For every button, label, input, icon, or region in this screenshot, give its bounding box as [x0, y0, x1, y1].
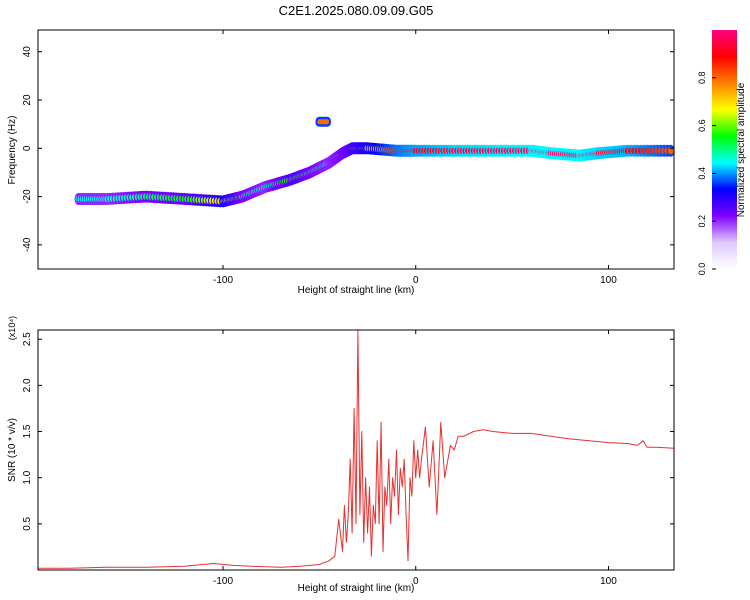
snr-y-tick-label: 2.5 — [22, 332, 33, 346]
colorbar-tick-label: 0.4 — [697, 167, 707, 180]
heatmap-panel: -100 0 100 -40 -20 0 20 40 Height of straight … — [7, 29, 675, 296]
figure-title: C2E1.2025.080.09.09.G05 — [279, 3, 434, 18]
heatmap-x-tick-label: 0 — [413, 275, 419, 286]
colorbar: 0.0 0.2 0.4 0.6 0.8 Normalized spectral ampl… — [697, 30, 747, 275]
heatmap-marks — [74, 116, 674, 208]
snr-x-ticks: -100 0 100 — [213, 330, 617, 587]
snr-y-tick-label: 1.0 — [22, 470, 33, 484]
colorbar-gradient — [712, 30, 737, 269]
heatmap-y-tick-label: 0 — [22, 145, 33, 151]
heatmap-y-tick-label: 40 — [22, 46, 33, 58]
snr-panel: -100 0 100 0.5 1.0 1.5 2.0 2.5 Height of strai… — [7, 316, 675, 594]
heatmap-y-tick-label: -40 — [22, 237, 33, 252]
heatmap-y-ticks: -40 -20 0 20 40 — [22, 46, 674, 252]
colorbar-tick-label: 0.0 — [697, 263, 707, 276]
snr-x-tick-label: 0 — [413, 576, 419, 587]
heatmap-x-label: Height of straight line (km) — [298, 285, 415, 296]
snr-y-multiplier: (x10⁴) — [7, 316, 17, 340]
snr-x-tick-label: -100 — [213, 576, 233, 587]
colorbar-label: Normalized spectral amplitude — [736, 82, 747, 217]
snr-x-tick-label: 100 — [600, 576, 617, 587]
snr-y-ticks: 0.5 1.0 1.5 2.0 2.5 — [22, 332, 674, 531]
snr-y-tick-label: 1.5 — [22, 424, 33, 438]
snr-series-line — [38, 330, 674, 569]
heatmap-y-tick-label: 20 — [22, 94, 33, 106]
snr-x-label: Height of straight line (km) — [298, 583, 415, 594]
snr-y-tick-label: 0.5 — [22, 516, 33, 530]
snr-y-tick-label: 2.0 — [22, 378, 33, 392]
colorbar-tick-label: 0.8 — [697, 72, 707, 85]
snr-y-label: SNR (10 * v/v) — [7, 418, 18, 482]
heatmap-cell — [667, 147, 674, 155]
heatmap-y-tick-label: -20 — [22, 189, 33, 204]
colorbar-tick-label: 0.6 — [697, 119, 707, 132]
snr-frame — [37, 329, 675, 571]
heatmap-branch — [317, 119, 329, 125]
heatmap-x-tick-label: 100 — [600, 275, 617, 286]
heatmap-frame — [37, 29, 675, 270]
heatmap-x-tick-label: -100 — [213, 275, 233, 286]
heatmap-x-ticks: -100 0 100 — [213, 30, 617, 286]
colorbar-tick-label: 0.2 — [697, 215, 707, 228]
heatmap-y-label: Frequency (Hz) — [7, 116, 18, 185]
colorbar-ticks: 0.0 0.2 0.4 0.6 0.8 — [697, 72, 716, 276]
